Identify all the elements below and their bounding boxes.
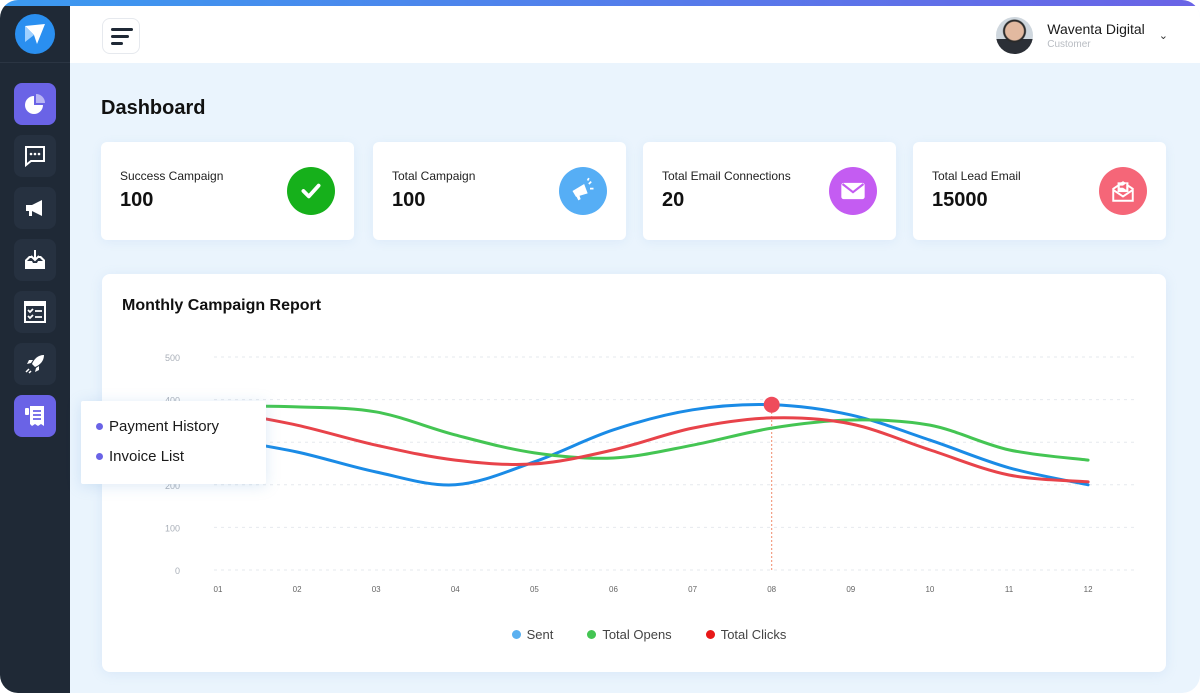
checklist-icon — [24, 301, 46, 323]
sidebar-item-billing[interactable] — [14, 395, 56, 437]
sidebar-item-inbox[interactable] — [14, 239, 56, 281]
inbox-download-icon — [25, 250, 45, 269]
megaphone-icon — [559, 167, 607, 215]
x-tick-label: 10 — [925, 585, 934, 594]
stat-value: 100 — [392, 189, 426, 211]
chart-legend: Sent Total Opens Total Clicks — [102, 627, 1166, 642]
x-tick-label: 07 — [688, 585, 697, 594]
x-tick-label: 12 — [1084, 585, 1093, 594]
x-tick-label: 04 — [451, 585, 460, 594]
y-tick-label: 100 — [165, 523, 180, 533]
menu-item-label: Payment History — [109, 418, 220, 435]
legend-label: Total Opens — [602, 627, 672, 642]
megaphone-icon — [26, 200, 42, 216]
check-icon — [287, 167, 335, 215]
stat-card-email-connections: Total Email Connections 20 — [643, 142, 896, 240]
stat-label: Total Lead Email — [932, 169, 1021, 183]
receipt-icon — [25, 406, 44, 426]
avatar — [996, 17, 1034, 54]
series-line-sent — [216, 403, 1090, 487]
billing-submenu: Payment History Invoice List — [81, 401, 266, 484]
menu-item-invoice-list[interactable]: Invoice List — [96, 448, 184, 465]
series-line-total-opens — [216, 404, 1090, 462]
chat-icon — [25, 146, 45, 168]
highlight-point — [763, 396, 780, 413]
logo-paper-plane-icon — [15, 14, 55, 54]
top-accent-bar — [0, 0, 1200, 6]
page-title: Dashboard — [101, 97, 206, 119]
stat-value: 100 — [120, 189, 154, 211]
chart-title: Monthly Campaign Report — [122, 297, 322, 314]
sidebar — [0, 6, 70, 693]
sidebar-item-launch[interactable] — [14, 343, 56, 385]
stat-label: Success Campaign — [120, 169, 224, 183]
user-role: Customer — [1047, 39, 1091, 50]
stat-card-total-campaign: Total Campaign 100 — [373, 142, 626, 240]
x-tick-label: 08 — [767, 585, 776, 594]
envelope-icon — [829, 167, 877, 215]
user-name: Waventa Digital — [1047, 21, 1145, 37]
stat-label: Total Email Connections — [662, 169, 791, 183]
email-marketing-icon — [1099, 167, 1147, 215]
menu-item-label: Invoice List — [109, 448, 185, 465]
stat-label: Total Campaign — [392, 169, 476, 183]
y-tick-label: 400 — [165, 396, 180, 406]
stat-value: 20 — [662, 189, 685, 211]
legend-item-total-clicks[interactable]: Total Clicks — [705, 627, 787, 642]
x-tick-label: 03 — [372, 585, 381, 594]
monthly-campaign-report-card: Monthly Campaign Report 0100200300400500… — [102, 274, 1166, 672]
x-tick-label: 02 — [293, 585, 302, 594]
x-tick-label: 05 — [530, 585, 539, 594]
stat-card-lead-email: Total Lead Email 15000 — [913, 142, 1166, 240]
legend-label: Total Clicks — [720, 627, 787, 642]
x-tick-label: 06 — [609, 585, 618, 594]
series-line-total-clicks — [216, 408, 1090, 484]
sidebar-item-dashboard[interactable] — [14, 83, 56, 125]
stat-value: 15000 — [932, 189, 988, 211]
legend-item-total-opens[interactable]: Total Opens — [587, 627, 672, 642]
y-tick-label: 200 — [165, 481, 180, 491]
y-tick-label: 0 — [175, 566, 180, 576]
menu-item-payment-history[interactable]: Payment History — [96, 418, 219, 435]
x-tick-label: 01 — [214, 585, 223, 594]
menu-toggle-button[interactable] — [102, 18, 140, 54]
pie-chart-icon — [25, 94, 45, 114]
y-tick-label: 500 — [165, 353, 180, 363]
line-chart: 0100200300400500010203040506070809101112 — [165, 353, 1137, 594]
stat-card-success-campaign: Success Campaign 100 — [101, 142, 354, 240]
user-menu[interactable]: Waventa Digital Customer ⌄ — [996, 17, 1168, 54]
rocket-icon — [25, 355, 44, 374]
x-tick-label: 09 — [846, 585, 855, 594]
sidebar-item-campaigns[interactable] — [14, 187, 56, 229]
chevron-down-icon[interactable]: ⌄ — [1158, 30, 1168, 42]
sidebar-item-messages[interactable] — [14, 135, 56, 177]
top-header: Waventa Digital Customer ⌄ — [70, 6, 1200, 63]
legend-item-sent[interactable]: Sent — [511, 627, 554, 642]
legend-label: Sent — [526, 627, 554, 642]
x-tick-label: 11 — [1005, 585, 1014, 594]
sidebar-item-checklist[interactable] — [14, 291, 56, 333]
